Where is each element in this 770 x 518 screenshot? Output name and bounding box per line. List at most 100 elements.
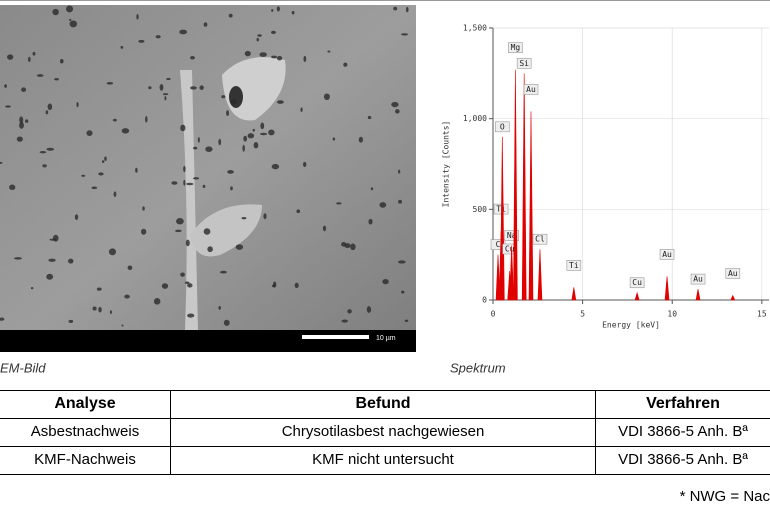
sem-pore [46,147,55,151]
sem-pore [190,56,195,60]
sem-pore [162,93,169,96]
sem-pore [203,228,211,235]
sem-pore [59,59,64,64]
sem-pore [54,77,59,81]
sem-pore [7,54,14,60]
sem-pore [46,273,54,280]
sem-pore [42,164,47,168]
table-cell: Chrysotilasbest nachgewiesen [282,423,485,440]
sem-pore [226,110,230,116]
sem-pore [47,103,53,111]
sem-pore [19,116,24,124]
sem-pore [21,87,27,92]
sem-pore [347,309,352,314]
sem-pore [303,55,307,62]
sem-pore [69,20,78,28]
peak-label: Mg [511,43,521,52]
peak-label: Na [507,231,517,240]
sem-pore [229,86,243,108]
table-cell: VDI 3866-5 Anh. Bª [618,423,748,440]
sem-background [0,5,416,352]
x-tick-label: 10 [667,310,677,319]
sem-pore [341,319,349,323]
sem-pore [382,279,389,285]
sem-pore [0,161,3,164]
sem-pore [0,317,5,321]
x-tick-label: 0 [491,310,496,319]
sem-pore [271,30,276,34]
sem-pore [4,84,7,88]
sem-pore [140,228,147,235]
table-header: Verfahren [646,395,720,412]
peak-label-box [725,268,741,279]
sem-pore [68,319,74,324]
sem-pore [260,132,268,136]
sem-pore [296,209,301,214]
sem-pore [271,8,274,12]
sem-pore [13,257,22,260]
sem-pore [268,129,275,136]
y-tick-label: 500 [473,205,488,214]
peak-label: Au [526,85,536,94]
spectrum-peak [634,291,640,301]
sem-pore [405,7,409,13]
sem-pore [332,137,336,141]
x-tick-label: 5 [580,310,585,319]
sem-pore [271,55,278,59]
sem-pore [252,128,256,132]
sem-pore [183,165,186,173]
sem-pore [74,214,79,220]
spectrum-caption: Spektrum [450,360,506,375]
spectrum-peak [571,287,577,301]
sem-pore [108,248,117,256]
sem-pore [161,283,169,289]
sem-pore [230,99,237,105]
sem-pore [180,124,186,132]
sem-pore [127,265,133,271]
sem-pore [113,191,117,197]
sem-pore [350,243,356,251]
sem-pore [36,74,44,77]
sem-pore [136,13,139,20]
sem-pore [193,146,198,150]
sem-pore [185,239,190,247]
sem-pore [193,177,200,180]
peak-label: Cu [632,278,642,287]
sem-pore [205,146,213,152]
sem-pore [327,50,331,53]
spectrum-peak [695,289,701,301]
sem-pore [366,306,372,313]
peak-label: O [500,122,505,131]
sem-pore [92,306,97,311]
sem-pore [30,287,34,290]
sem-pore [344,243,351,249]
sem-pore [106,81,114,85]
sem-pore [32,51,36,56]
spectrum-peak [495,254,501,301]
sem-pore [155,35,161,39]
sem-pore [164,96,167,101]
sem-pore [370,187,374,191]
sem-pore [263,213,267,220]
sem-pore [179,29,188,35]
scale-bar-label: 10 µm [376,335,396,342]
spectrum-peak [664,276,670,301]
sem-pore [358,136,364,143]
sem-pore [221,95,226,99]
sem-pore [98,172,104,176]
sem-pore [68,18,72,21]
sem-pore [404,319,409,322]
peak-label-box [629,277,645,289]
sem-pore [395,109,400,114]
sem-pore [228,13,233,18]
sem-pore [86,130,93,136]
sem-pore [187,313,195,318]
peak-label: Cl [535,235,545,244]
sem-pore [121,128,130,134]
table-cell: KMF nicht untersucht [312,451,455,468]
sem-pore [135,167,138,173]
peak-label-box [493,203,509,215]
sem-pore [66,5,74,13]
sem-pore [142,206,145,211]
sem-pore [121,324,124,327]
